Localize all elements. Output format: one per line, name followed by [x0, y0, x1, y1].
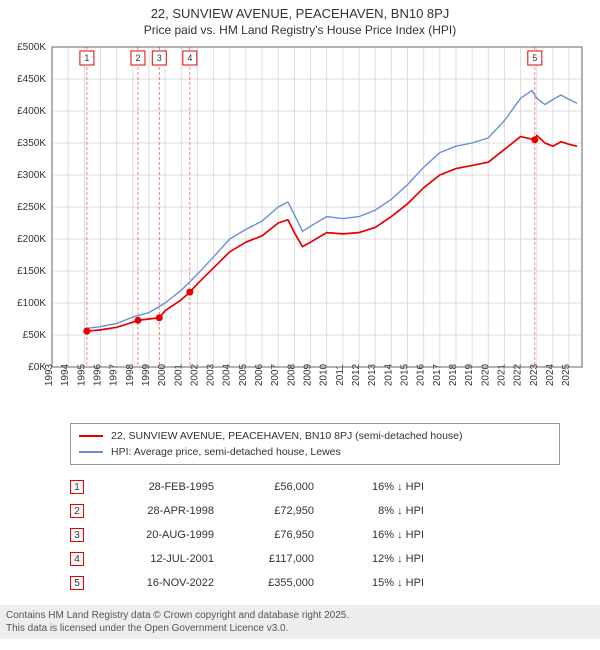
svg-text:£100K: £100K — [17, 298, 46, 309]
transaction-row: 3 20-AUG-1999 £76,950 16% ↓ HPI — [70, 523, 560, 547]
transaction-marker: 1 — [70, 480, 84, 494]
svg-text:£500K: £500K — [17, 42, 46, 53]
transaction-price: £355,000 — [234, 577, 314, 589]
transaction-diff: 16% ↓ HPI — [334, 481, 424, 493]
transaction-marker: 4 — [70, 552, 84, 566]
svg-text:3: 3 — [157, 53, 162, 63]
svg-text:1: 1 — [84, 53, 89, 63]
chart-svg: £0K£50K£100K£150K£200K£250K£300K£350K£40… — [0, 37, 600, 417]
transactions-table: 1 28-FEB-1995 £56,000 16% ↓ HPI 2 28-APR-1998… — [70, 475, 560, 595]
transaction-date: 20-AUG-1999 — [104, 529, 214, 541]
chart-area: £0K£50K£100K£150K£200K£250K£300K£350K£40… — [0, 37, 600, 417]
transaction-price: £56,000 — [234, 481, 314, 493]
legend-item: 22, SUNVIEW AVENUE, PEACEHAVEN, BN10 8PJ… — [79, 428, 551, 444]
chart-title: 22, SUNVIEW AVENUE, PEACEHAVEN, BN10 8PJ — [0, 6, 600, 21]
transaction-price: £76,950 — [234, 529, 314, 541]
transaction-marker: 2 — [70, 504, 84, 518]
transaction-marker: 3 — [70, 528, 84, 542]
svg-text:5: 5 — [532, 53, 537, 63]
legend-item: HPI: Average price, semi-detached house,… — [79, 444, 551, 460]
svg-text:£300K: £300K — [17, 170, 46, 181]
svg-text:£250K: £250K — [17, 202, 46, 213]
svg-text:£400K: £400K — [17, 106, 46, 117]
transaction-row: 2 28-APR-1998 £72,950 8% ↓ HPI — [70, 499, 560, 523]
transaction-date: 28-APR-1998 — [104, 505, 214, 517]
transaction-date: 12-JUL-2001 — [104, 553, 214, 565]
transaction-marker: 5 — [70, 576, 84, 590]
transaction-date: 16-NOV-2022 — [104, 577, 214, 589]
svg-text:£150K: £150K — [17, 266, 46, 277]
legend-swatch — [79, 435, 103, 437]
chart-subtitle: Price paid vs. HM Land Registry's House … — [0, 23, 600, 37]
footer-line-1: Contains HM Land Registry data © Crown c… — [6, 609, 594, 622]
legend: 22, SUNVIEW AVENUE, PEACEHAVEN, BN10 8PJ… — [70, 423, 560, 465]
title-block: 22, SUNVIEW AVENUE, PEACEHAVEN, BN10 8PJ… — [0, 0, 600, 37]
svg-text:4: 4 — [187, 53, 192, 63]
footer: Contains HM Land Registry data © Crown c… — [0, 605, 600, 639]
legend-label: HPI: Average price, semi-detached house,… — [111, 446, 341, 458]
footer-line-2: This data is licensed under the Open Gov… — [6, 622, 594, 635]
transaction-diff: 16% ↓ HPI — [334, 529, 424, 541]
legend-label: 22, SUNVIEW AVENUE, PEACEHAVEN, BN10 8PJ… — [111, 430, 463, 442]
transaction-price: £117,000 — [234, 553, 314, 565]
svg-text:£350K: £350K — [17, 138, 46, 149]
transaction-price: £72,950 — [234, 505, 314, 517]
transaction-diff: 15% ↓ HPI — [334, 577, 424, 589]
svg-text:£200K: £200K — [17, 234, 46, 245]
svg-text:£50K: £50K — [23, 330, 47, 341]
transaction-row: 1 28-FEB-1995 £56,000 16% ↓ HPI — [70, 475, 560, 499]
svg-text:2: 2 — [135, 53, 140, 63]
transaction-row: 5 16-NOV-2022 £355,000 15% ↓ HPI — [70, 571, 560, 595]
transaction-diff: 12% ↓ HPI — [334, 553, 424, 565]
transaction-date: 28-FEB-1995 — [104, 481, 214, 493]
svg-text:£450K: £450K — [17, 74, 46, 85]
legend-swatch — [79, 451, 103, 453]
transaction-diff: 8% ↓ HPI — [334, 505, 424, 517]
transaction-row: 4 12-JUL-2001 £117,000 12% ↓ HPI — [70, 547, 560, 571]
